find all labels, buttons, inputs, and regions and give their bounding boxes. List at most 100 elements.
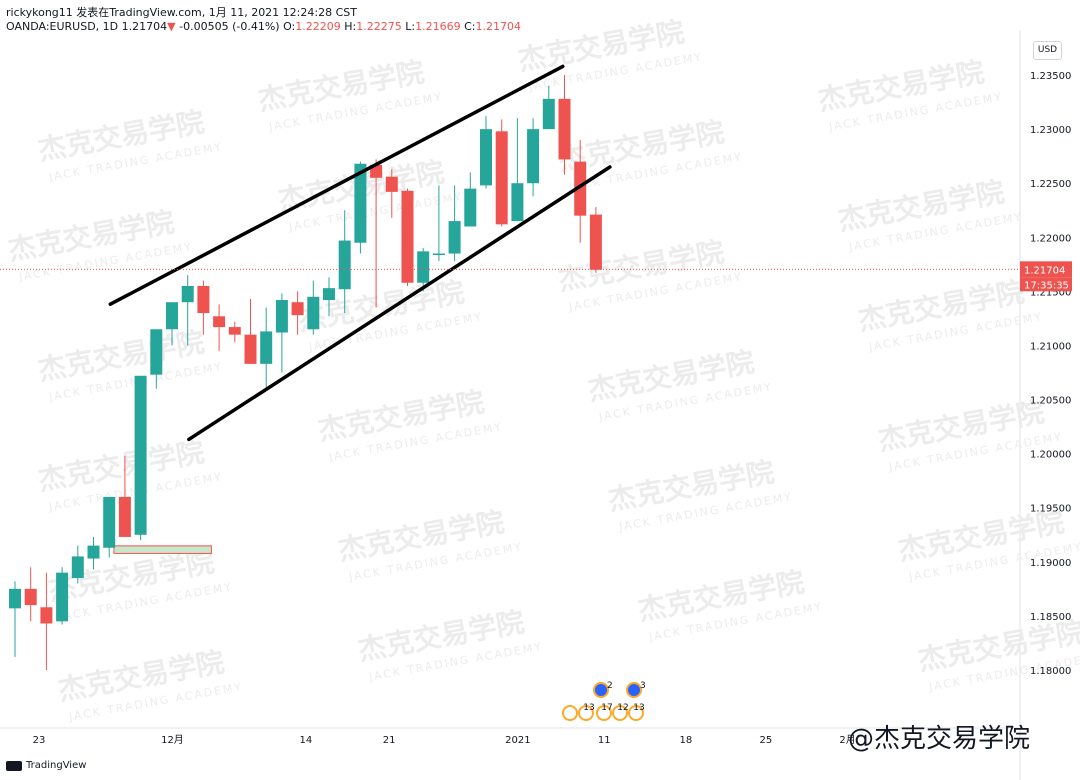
low-value: 1.21669 (415, 20, 461, 33)
y-tick-label: 1.18500 (1030, 612, 1071, 623)
watermark-signature: @杰克交易学院 (848, 718, 1030, 755)
candle-body (291, 302, 304, 316)
candle-body (574, 161, 587, 216)
tradingview-brand[interactable]: TradingView (6, 760, 86, 771)
event-flag-icon (612, 705, 628, 721)
candle-body (385, 176, 398, 192)
candle-body (56, 572, 69, 622)
candle-body (40, 607, 53, 624)
candle-body (103, 496, 116, 548)
event-flag-icon (562, 705, 578, 721)
y-tick-label: 1.21000 (1030, 341, 1071, 352)
last-price-tag (1020, 261, 1072, 278)
event-count: 17 (601, 703, 612, 713)
x-tick-label: 12月 (161, 734, 184, 746)
candle-body (417, 251, 430, 283)
candle-body (118, 496, 131, 537)
candle-body (150, 329, 163, 375)
publisher-line: rickykong11 发表在TradingView.com, 1月 11, 2… (6, 4, 357, 20)
candle-body (401, 190, 414, 283)
candle-body (558, 98, 571, 160)
x-tick-label: 21 (383, 735, 396, 746)
candle-body (87, 545, 100, 559)
countdown-tag (1020, 277, 1072, 292)
candle-body (370, 164, 383, 178)
open-label: O: (283, 20, 296, 33)
x-tick-label: 2021 (505, 735, 530, 746)
candle-body (197, 285, 210, 314)
watermark-signature-text: @杰克交易学院 (848, 724, 1031, 754)
trendline (187, 165, 612, 442)
x-tick-label: 18 (679, 735, 692, 746)
last-price-text: 1.21704 (121, 20, 168, 33)
candle-body (542, 98, 555, 130)
candle-body (213, 316, 226, 328)
candle-body (480, 129, 492, 186)
x-tick-label: 2月 (839, 734, 855, 746)
event-count: 12 (617, 703, 628, 713)
event-flag-icon (578, 705, 594, 721)
x-tick-label: 23 (33, 735, 46, 746)
event-flag-icon (596, 705, 612, 721)
candle-body (181, 285, 194, 303)
y-tick-label: 1.20000 (1030, 450, 1071, 461)
y-tick-label: 1.23000 (1030, 125, 1071, 136)
candle-body (338, 240, 351, 290)
candle-body (589, 214, 602, 270)
candle-body (71, 556, 84, 579)
event-count: 2 (607, 681, 613, 691)
candle-body (260, 331, 273, 364)
event-flag-icon (626, 682, 642, 698)
y-tick-label: 1.20500 (1030, 396, 1071, 407)
tradingview-brand-text: TradingView (26, 760, 87, 771)
tradingview-logo-icon (6, 760, 22, 771)
currency-selector[interactable]: USD (1033, 41, 1062, 60)
y-tick-label: 1.23500 (1030, 71, 1071, 82)
low-label: L: (405, 20, 416, 33)
y-tick-label: 1.21500 (1030, 287, 1071, 298)
candle-body (244, 334, 257, 364)
change-text: -0.00505 (-0.41%) (179, 20, 280, 33)
candle-body (323, 288, 335, 301)
trendline (108, 64, 565, 306)
last-price-tag-text: 1.21704 (1024, 265, 1065, 276)
event-count: 3 (640, 681, 646, 691)
candle-body (495, 131, 508, 225)
candle-body (134, 375, 147, 535)
down-arrow-icon: ▼ (167, 20, 176, 33)
candle-body (24, 588, 37, 606)
x-tick-label: 25 (760, 735, 773, 746)
demand-zone (113, 545, 212, 554)
y-tick-label: 1.18000 (1030, 666, 1071, 677)
candle-body (228, 327, 241, 335)
close-label: C: (464, 20, 476, 33)
symbol-line: OANDA:EURUSD, 1D 1.21704▼ -0.00505 (-0.4… (6, 20, 521, 33)
x-tick-label: 14 (300, 735, 313, 746)
countdown-text: 17:35:35 (1024, 280, 1069, 291)
close-value: 1.21704 (475, 20, 521, 33)
high-label: H: (344, 20, 357, 33)
high-value: 1.22275 (356, 20, 402, 33)
y-tick-label: 1.22500 (1030, 179, 1071, 190)
x-tick-label: 11 (598, 735, 611, 746)
open-value: 1.22209 (295, 20, 341, 33)
